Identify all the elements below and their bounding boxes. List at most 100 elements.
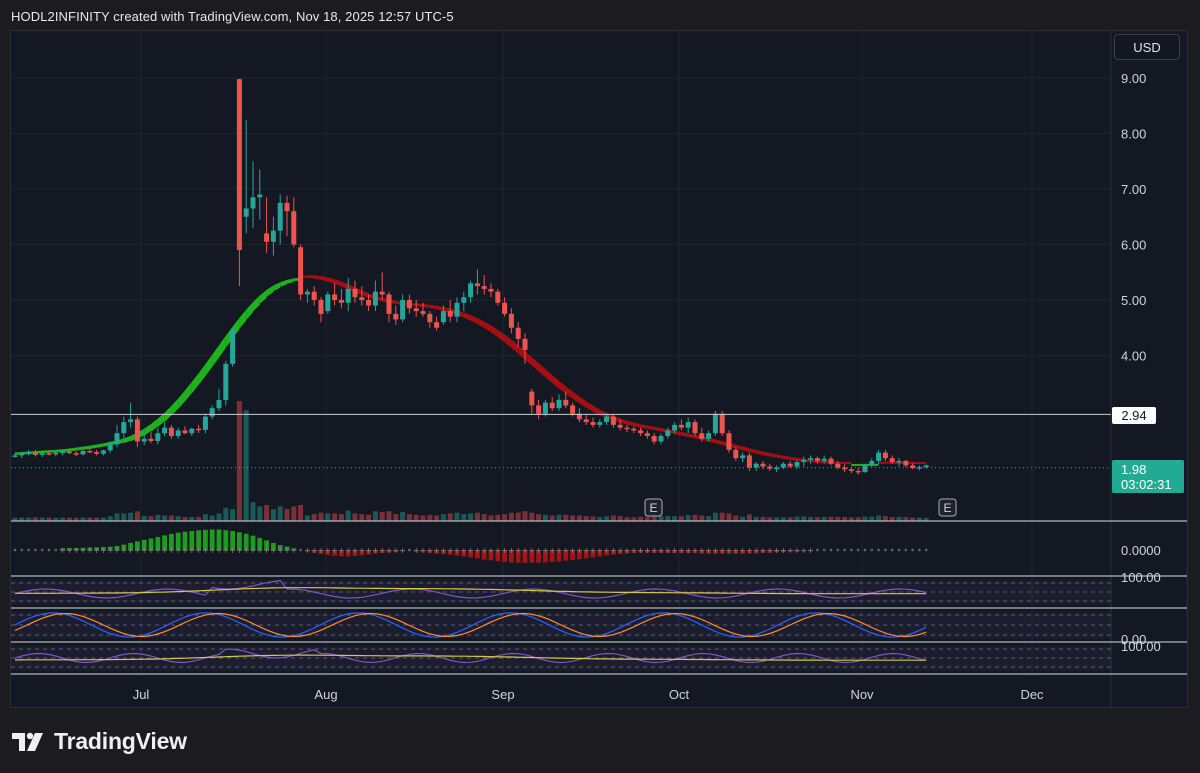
candle[interactable]	[87, 447, 93, 454]
candle[interactable]	[440, 305, 446, 325]
candle[interactable]	[202, 413, 208, 434]
candle[interactable]	[209, 405, 215, 420]
candle[interactable]	[257, 169, 263, 220]
candle[interactable]	[94, 449, 100, 456]
candle[interactable]	[73, 450, 79, 456]
candle[interactable]	[148, 432, 154, 444]
candle[interactable]	[141, 433, 147, 446]
candle[interactable]	[542, 399, 548, 417]
candle[interactable]	[175, 427, 181, 439]
candle[interactable]	[393, 305, 399, 325]
candle[interactable]	[250, 161, 256, 228]
candle[interactable]	[869, 458, 875, 468]
candle[interactable]	[896, 458, 902, 467]
candle[interactable]	[406, 294, 412, 314]
candle[interactable]	[801, 456, 807, 467]
candle[interactable]	[168, 424, 174, 439]
candle[interactable]	[692, 419, 698, 436]
candle[interactable]	[182, 426, 188, 435]
candle[interactable]	[842, 464, 848, 473]
candle[interactable]	[325, 291, 331, 314]
candle[interactable]	[352, 280, 358, 303]
candle[interactable]	[563, 391, 569, 409]
candle[interactable]	[685, 417, 691, 434]
candle[interactable]	[862, 463, 868, 474]
candle[interactable]	[889, 455, 895, 464]
candle[interactable]	[780, 462, 786, 470]
candle[interactable]	[794, 459, 800, 470]
candle[interactable]	[808, 455, 814, 464]
candle[interactable]	[597, 419, 603, 428]
candle[interactable]	[284, 195, 290, 237]
candle[interactable]	[53, 451, 59, 457]
candle[interactable]	[495, 288, 501, 306]
candle[interactable]	[107, 441, 113, 453]
candle[interactable]	[529, 388, 535, 414]
candle[interactable]	[617, 419, 623, 431]
candle[interactable]	[80, 449, 86, 456]
candle[interactable]	[733, 447, 739, 461]
candle[interactable]	[189, 427, 195, 436]
candle[interactable]	[876, 449, 882, 464]
candle[interactable]	[706, 430, 712, 442]
candle[interactable]	[298, 244, 304, 301]
candle[interactable]	[508, 308, 514, 334]
candle[interactable]	[821, 455, 827, 464]
candle[interactable]	[270, 216, 276, 256]
candle[interactable]	[658, 433, 664, 445]
candle[interactable]	[447, 300, 453, 323]
candle[interactable]	[26, 449, 32, 456]
earnings-mark-1[interactable]: E	[644, 498, 663, 517]
candle[interactable]	[230, 327, 236, 367]
earnings-mark-2[interactable]: E	[938, 498, 957, 517]
candle[interactable]	[427, 311, 433, 328]
candle[interactable]	[522, 333, 528, 364]
candle[interactable]	[162, 422, 168, 436]
candle[interactable]	[746, 452, 752, 471]
candle[interactable]	[386, 291, 392, 323]
candle[interactable]	[644, 430, 650, 439]
candle[interactable]	[359, 286, 365, 306]
candle[interactable]	[923, 464, 929, 469]
candle[interactable]	[515, 322, 521, 348]
candle[interactable]	[610, 413, 616, 428]
candle[interactable]	[474, 269, 480, 295]
candle[interactable]	[311, 286, 317, 306]
candle[interactable]	[32, 449, 38, 457]
candle[interactable]	[366, 294, 372, 312]
candle[interactable]	[413, 300, 419, 317]
candle[interactable]	[903, 459, 909, 468]
candle[interactable]	[12, 453, 18, 458]
candle[interactable]	[556, 394, 562, 411]
candle[interactable]	[767, 463, 773, 471]
candle[interactable]	[128, 402, 134, 428]
candle[interactable]	[379, 272, 385, 300]
candle[interactable]	[243, 119, 249, 234]
candle[interactable]	[882, 449, 888, 461]
candle[interactable]	[264, 197, 270, 253]
candle[interactable]	[583, 413, 589, 425]
candle[interactable]	[121, 416, 127, 439]
candle[interactable]	[291, 197, 297, 248]
candle[interactable]	[719, 411, 725, 436]
candle[interactable]	[835, 460, 841, 470]
candle[interactable]	[910, 463, 916, 470]
candle[interactable]	[712, 411, 718, 436]
candle[interactable]	[726, 430, 732, 453]
candle[interactable]	[672, 422, 678, 434]
candle[interactable]	[19, 452, 25, 459]
currency-badge[interactable]: USD	[1114, 34, 1180, 60]
candle[interactable]	[400, 294, 406, 323]
candle[interactable]	[787, 460, 793, 468]
candle[interactable]	[651, 433, 657, 445]
candle[interactable]	[332, 283, 338, 306]
candle[interactable]	[39, 450, 45, 458]
candle[interactable]	[665, 427, 671, 439]
candle[interactable]	[828, 456, 834, 466]
candle[interactable]	[604, 413, 610, 425]
candle[interactable]	[434, 316, 440, 331]
candle[interactable]	[100, 449, 106, 456]
candle[interactable]	[196, 424, 202, 434]
candle[interactable]	[481, 275, 487, 295]
candle[interactable]	[631, 426, 637, 434]
